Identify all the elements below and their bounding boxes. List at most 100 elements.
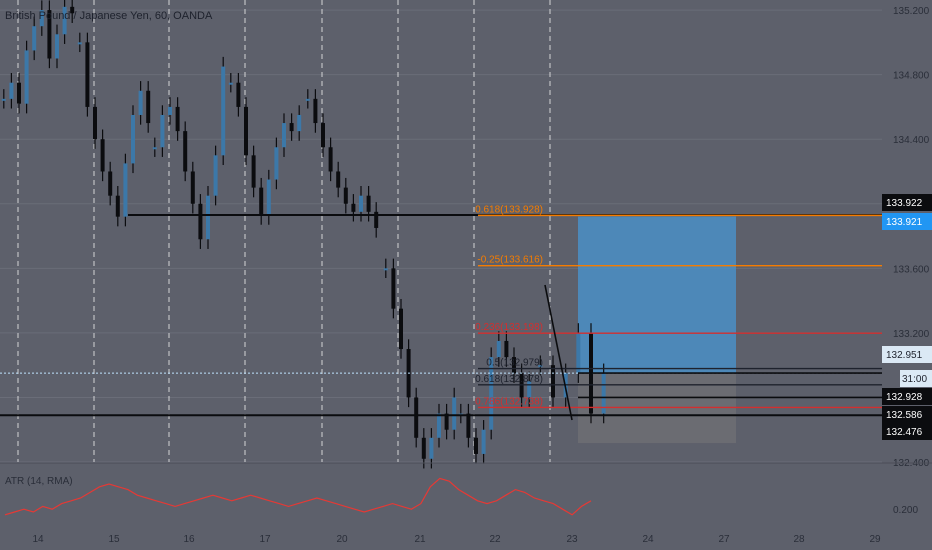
y-axis-tick-label: 133.200 <box>893 329 930 340</box>
price-tag <box>882 406 932 423</box>
y-axis-tick-label: 134.400 <box>893 135 930 146</box>
candle-body <box>351 203 356 212</box>
candle-body <box>175 106 180 132</box>
time-axis-panel <box>0 527 932 550</box>
x-axis-tick-label: 28 <box>793 534 805 545</box>
y-axis-tick-label: 134.800 <box>893 71 930 82</box>
candle-body <box>359 195 363 212</box>
candle-body <box>343 187 348 204</box>
candle-body <box>313 98 318 124</box>
position-target-zone[interactable] <box>578 216 736 374</box>
candle-body <box>437 413 441 438</box>
price-tag <box>882 346 932 363</box>
candle-body <box>115 195 120 217</box>
fib-level-label: 0.786(132.738) <box>475 396 543 407</box>
fib-level-label: 0.618(132.878) <box>475 374 543 385</box>
candle-body <box>481 429 486 454</box>
price-tag <box>882 423 932 440</box>
x-axis-tick-label: 16 <box>183 534 195 545</box>
price-tag-label: 133.922 <box>886 198 923 209</box>
candle-body <box>496 340 501 358</box>
candle-body <box>190 171 195 204</box>
candle-body <box>160 114 165 148</box>
candle-body <box>213 155 218 196</box>
candle-body <box>131 114 135 164</box>
candle-body <box>228 82 233 85</box>
price-tag <box>882 194 932 211</box>
candle-body <box>305 98 310 101</box>
candle-body <box>146 90 151 124</box>
candle-body <box>366 195 371 212</box>
price-tag-label: 132.586 <box>886 410 923 421</box>
candle-body <box>62 6 67 35</box>
atr-y-tick-label: 0.200 <box>893 505 918 516</box>
x-axis-tick-label: 14 <box>32 534 44 545</box>
price-tag-label: 31:00 <box>902 374 927 385</box>
candle-body <box>538 365 543 368</box>
x-axis-tick-label: 21 <box>414 534 426 545</box>
chart-title: British Pound / Japanese Yen, 60, OANDA <box>5 10 213 22</box>
candle-body <box>251 155 256 188</box>
candle-body <box>504 340 509 358</box>
atr-line <box>4 477 592 516</box>
y-axis-tick-label: 135.200 <box>893 6 930 17</box>
candle-body <box>452 397 457 430</box>
price-tag-label: 132.928 <box>886 392 923 403</box>
candle-body <box>93 106 97 140</box>
candle-body <box>466 413 471 438</box>
fib-level-label: -0.25(133.616) <box>477 255 543 266</box>
candle-body <box>391 268 396 309</box>
trend-line[interactable] <box>544 284 573 421</box>
candle-body <box>421 437 426 459</box>
candle-body <box>527 381 532 398</box>
atr-title: ATR (14, RMA) <box>5 476 73 487</box>
price-tag-label: 132.951 <box>886 350 923 361</box>
x-axis-tick-label: 15 <box>108 534 120 545</box>
fib-level-label: 0.5(132.979) <box>486 358 543 369</box>
candle-body <box>183 131 188 172</box>
candle-body <box>297 114 302 132</box>
candle-body <box>9 82 14 99</box>
candle-body <box>70 6 75 14</box>
price-tag <box>882 388 932 405</box>
x-axis-tick-label: 17 <box>259 534 271 545</box>
candle-body <box>1 98 6 101</box>
candle-body <box>77 42 82 45</box>
candle-body <box>198 203 203 240</box>
candle-body <box>108 171 113 196</box>
x-axis-tick-label: 23 <box>566 534 578 545</box>
candle-body <box>399 308 403 350</box>
x-axis-tick-label: 27 <box>718 534 730 545</box>
price-tag <box>900 370 932 387</box>
candle-body <box>47 10 52 59</box>
candle-body <box>24 50 29 104</box>
candle-body <box>100 139 105 172</box>
candle-body <box>39 10 44 27</box>
candle-body <box>206 195 210 240</box>
candle-body <box>17 82 21 104</box>
fib-level-label: 0.236(133.198) <box>475 322 543 333</box>
x-axis-tick-label: 20 <box>336 534 348 545</box>
candle-body <box>289 123 294 132</box>
x-axis-tick-label: 22 <box>489 534 501 545</box>
candle-body <box>474 437 478 454</box>
candle-body <box>551 365 555 398</box>
y-axis-tick-label: 133.600 <box>893 264 930 275</box>
candle-body <box>444 413 449 430</box>
candle-body <box>429 437 434 459</box>
candle-body <box>55 34 59 59</box>
price-tag-label: 132.476 <box>886 427 923 438</box>
candle-body <box>138 90 143 115</box>
candle-body <box>414 397 419 438</box>
candle-body <box>236 82 241 107</box>
candle-body <box>374 211 379 228</box>
candle-body <box>152 147 157 150</box>
candle-body <box>282 123 286 148</box>
candle-body <box>601 373 606 414</box>
candle-body <box>32 26 37 51</box>
candle-body <box>274 147 279 180</box>
candle-body <box>123 163 128 217</box>
